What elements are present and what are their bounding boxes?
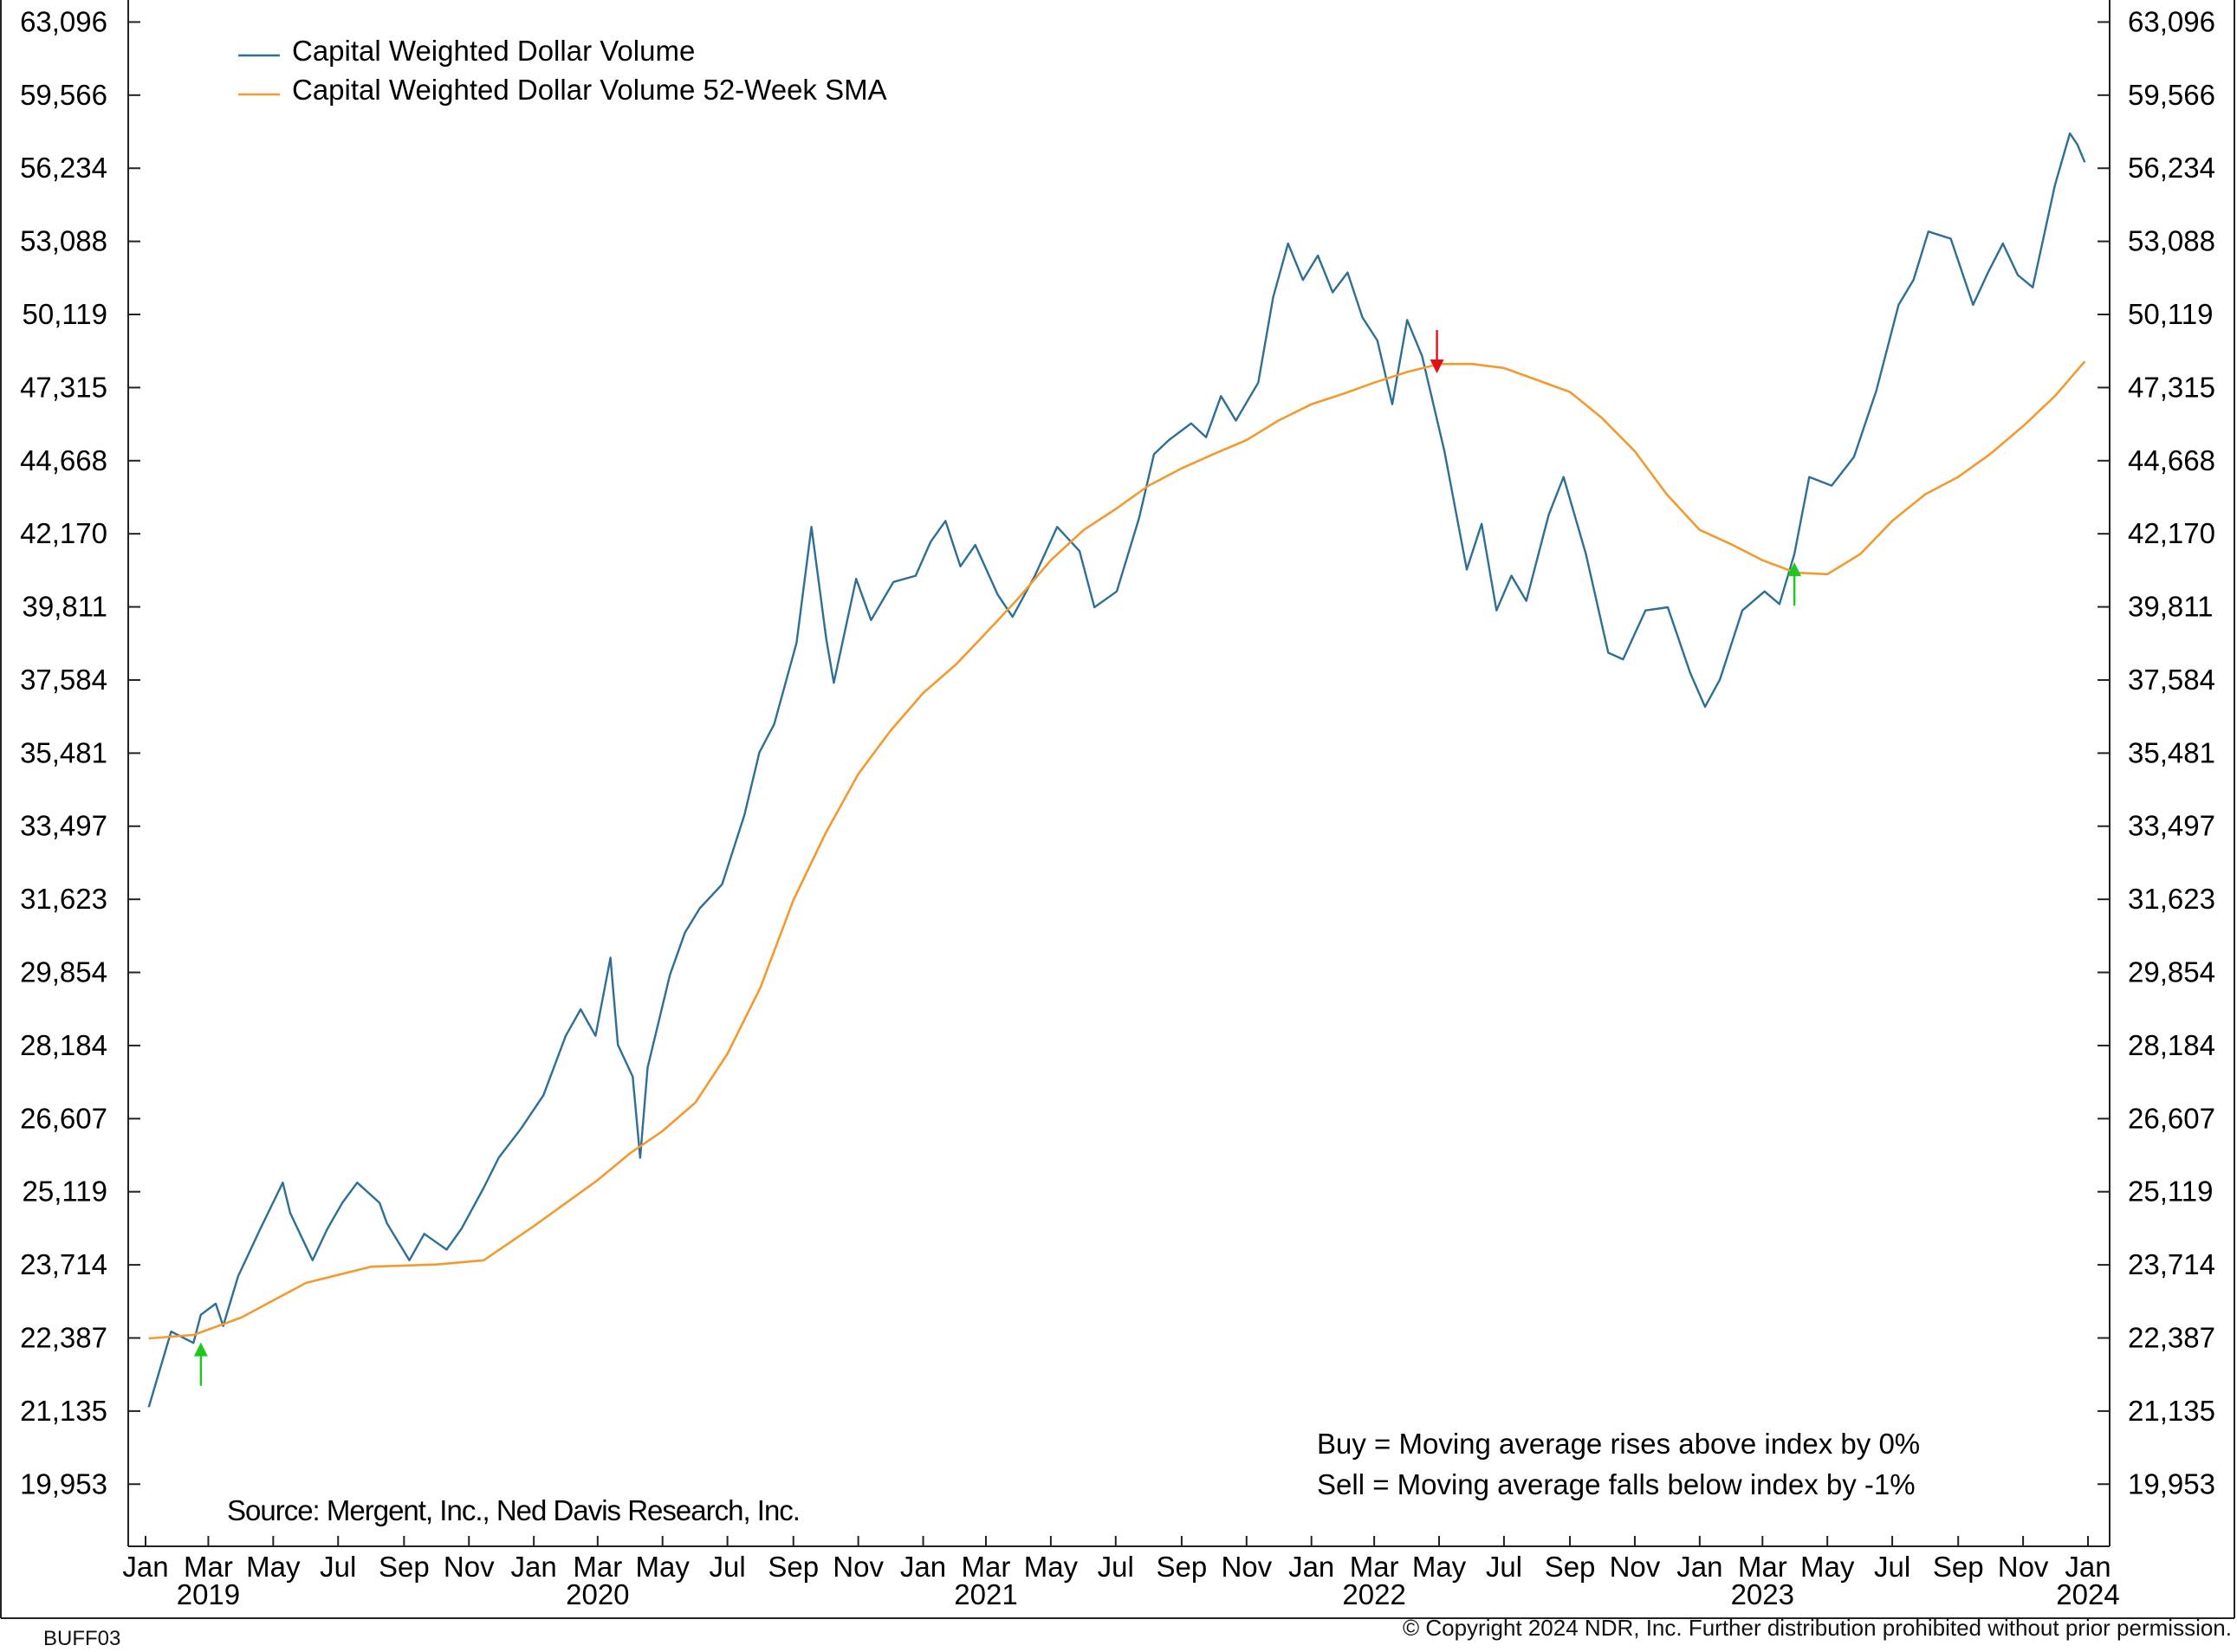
y-tick-label-right: 23,714 (2128, 1248, 2215, 1280)
x-tick-label: Jul (1098, 1551, 1134, 1583)
legend-label-sma: Capital Weighted Dollar Volume 52-Week S… (292, 74, 887, 106)
copyright-text: © Copyright 2024 NDR, Inc. Further distr… (1402, 1615, 2232, 1641)
x-tick-label: Jul (710, 1551, 746, 1583)
x-year-label: 2023 (1731, 1578, 1794, 1610)
x-tick-label: Jul (1874, 1551, 1910, 1583)
x-tick-label: Mar (1350, 1551, 1399, 1583)
y-tick-label-right: 25,119 (2128, 1176, 2213, 1208)
y-tick-label-left: 21,135 (20, 1395, 107, 1427)
x-tick-label: Mar (1738, 1551, 1787, 1583)
x-tick-label: Jan (122, 1551, 168, 1583)
y-tick-label-left: 29,854 (20, 956, 107, 988)
x-year-label: 2020 (566, 1578, 629, 1610)
x-tick-label: May (1412, 1551, 1467, 1583)
sell-signal-arrow (1430, 330, 1444, 374)
x-tick-label: Mar (962, 1551, 1011, 1583)
x-tick-label: May (636, 1551, 691, 1583)
y-tick-label-left: 23,714 (20, 1248, 107, 1280)
y-tick-label-right: 35,481 (2128, 736, 2215, 768)
x-tick-label: Jan (1676, 1551, 1722, 1583)
source-text: Source: Mergent, Inc., Ned Davis Researc… (227, 1494, 800, 1526)
y-tick-label-right: 28,184 (2128, 1029, 2215, 1061)
x-tick-label: May (246, 1551, 301, 1583)
y-tick-label-right: 31,623 (2128, 883, 2215, 915)
y-tick-label-right: 19,953 (2128, 1467, 2215, 1500)
x-tick-label: Nov (444, 1551, 495, 1583)
y-tick-label-right: 37,584 (2128, 664, 2215, 696)
y-tick-label-left: 22,387 (20, 1322, 107, 1354)
y-tick-label-left: 28,184 (20, 1029, 107, 1061)
y-tick-label-right: 42,170 (2128, 517, 2215, 549)
legend: Capital Weighted Dollar Volume Capital W… (238, 35, 887, 106)
y-tick-label-right: 39,811 (2128, 591, 2213, 623)
y-tick-label-left: 37,584 (20, 664, 107, 696)
y-tick-label-left: 42,170 (20, 517, 107, 549)
y-tick-label-right: 47,315 (2128, 371, 2215, 403)
y-tick-label-right: 53,088 (2128, 225, 2215, 257)
y-tick-label-left: 39,811 (23, 591, 107, 623)
x-year-label: 2024 (2056, 1578, 2119, 1610)
x-tick-label: Sep (379, 1551, 430, 1583)
series-layer (147, 132, 2086, 1408)
x-tick-label: Sep (768, 1551, 819, 1583)
x-tick-label: Nov (1221, 1551, 1272, 1583)
y-tick-label-left: 19,953 (20, 1467, 107, 1500)
x-tick-label: Jan (2065, 1551, 2111, 1583)
y-tick-label-left: 26,607 (20, 1102, 107, 1134)
x-tick-label: Sep (1157, 1551, 1208, 1583)
x-tick-label: Jan (900, 1551, 946, 1583)
x-tick-label: May (1024, 1551, 1079, 1583)
y-tick-label-left: 53,088 (20, 225, 107, 257)
y-tick-label-right: 29,854 (2128, 956, 2215, 988)
y-tick-label-left: 25,119 (23, 1176, 107, 1208)
y-tick-label-right: 22,387 (2128, 1322, 2215, 1354)
x-tick-label: Sep (1545, 1551, 1596, 1583)
x-tick-label: Jul (1486, 1551, 1522, 1583)
series-line-index (147, 132, 2086, 1408)
x-tick-label: Jan (511, 1551, 557, 1583)
x-tick-label: Jan (1288, 1551, 1334, 1583)
buy-rule-text: Buy = Moving average rises above index b… (1317, 1428, 1920, 1460)
x-year-label: 2021 (954, 1578, 1017, 1610)
y-tick-label-right: 44,668 (2128, 444, 2215, 476)
x-tick-label: Mar (184, 1551, 233, 1583)
y-tick-label-left: 44,668 (20, 444, 107, 476)
buy-signal-arrow (1787, 562, 1802, 606)
x-tick-label: Sep (1933, 1551, 1984, 1583)
y-tick-label-left: 47,315 (20, 371, 107, 403)
x-tick-label: Nov (833, 1551, 884, 1583)
x-tick-label: Mar (573, 1551, 622, 1583)
chart-id: BUFF03 (43, 1627, 121, 1650)
series-line-sma (148, 360, 2086, 1340)
y-tick-label-left: 56,234 (20, 152, 107, 184)
x-year-label: 2019 (177, 1578, 240, 1610)
x-year-label: 2022 (1342, 1578, 1405, 1610)
y-tick-label-right: 21,135 (2128, 1395, 2215, 1427)
y-tick-label-left: 63,096 (20, 5, 107, 37)
y-tick-label-right: 59,566 (2128, 79, 2215, 111)
y-tick-label-left: 50,119 (23, 298, 107, 330)
x-axis: Jan Mar May Jul Sep Nov Jan Mar May Jul Sep Nov Jan M… (122, 1536, 2120, 1610)
x-tick-label: Nov (1610, 1551, 1661, 1583)
y-tick-label-right: 50,119 (2128, 298, 2213, 330)
y-tick-label-right: 33,497 (2128, 810, 2215, 842)
signal-layer (193, 330, 1802, 1386)
legend-label-index: Capital Weighted Dollar Volume (292, 35, 695, 67)
x-tick-label: May (1800, 1551, 1855, 1583)
y-tick-label-left: 31,623 (20, 883, 107, 915)
y-axis-right: 63,096 59,566 56,234 53,088 50,119 47,315 44,6… (2098, 5, 2215, 1500)
x-tick-label: Jul (320, 1551, 356, 1583)
y-tick-label-right: 26,607 (2128, 1102, 2215, 1134)
y-tick-label-left: 59,566 (20, 79, 107, 111)
y-tick-label-left: 33,497 (20, 810, 107, 842)
y-axis-left: 63,096 59,566 56,234 53,088 50,119 47,315 44,6… (20, 5, 140, 1500)
y-tick-label-right: 56,234 (2128, 152, 2215, 184)
x-tick-label: Nov (1998, 1551, 2049, 1583)
y-tick-label-right: 63,096 (2128, 5, 2215, 37)
buy-signal-arrow (193, 1342, 208, 1386)
y-tick-label-left: 35,481 (20, 736, 107, 768)
sell-rule-text: Sell = Moving average falls below index … (1317, 1468, 1916, 1500)
